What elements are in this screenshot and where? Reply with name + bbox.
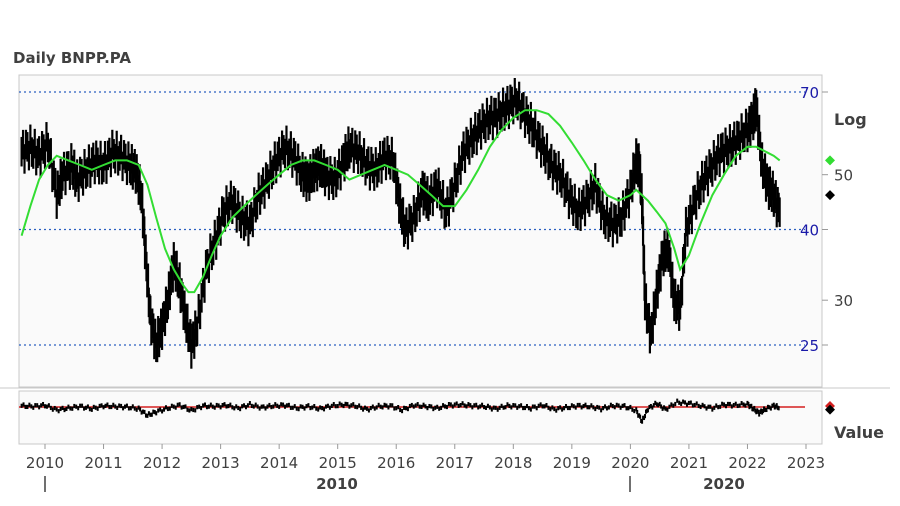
price-bars xyxy=(20,77,781,369)
x-tick-label-2018: 2018 xyxy=(494,454,532,472)
price-gridlines xyxy=(19,91,805,346)
y-tick-label-30: 30 xyxy=(834,292,853,310)
x-tick-label-2021: 2021 xyxy=(670,454,708,472)
x-axis-groups: 2010 2020 xyxy=(44,475,745,493)
group-label-2010: 2010 xyxy=(316,475,358,493)
y-tick-label-50: 50 xyxy=(834,167,853,185)
x-tick-label-2010: 2010 xyxy=(26,454,64,472)
moving-average-line xyxy=(20,109,781,294)
black-diamond-marker xyxy=(825,404,835,415)
x-tick-label-2022: 2022 xyxy=(728,454,766,472)
x-tick-label-2019: 2019 xyxy=(553,454,591,472)
price-panel xyxy=(18,74,823,388)
chart-title: Daily BNPP.PA xyxy=(13,49,132,67)
indicator-bars xyxy=(20,398,780,424)
x-tick-label-2013: 2013 xyxy=(202,454,240,472)
scale-label-log: Log xyxy=(834,110,867,129)
black-diamond-marker xyxy=(825,190,835,201)
group-label-2020: 2020 xyxy=(703,475,745,493)
x-tick-label-2011: 2011 xyxy=(84,454,122,472)
x-tick-label-2016: 2016 xyxy=(377,454,415,472)
indicator-panel xyxy=(18,390,823,445)
green-diamond-marker xyxy=(825,155,835,166)
price-markers xyxy=(825,155,835,201)
x-tick-label-2012: 2012 xyxy=(143,454,181,472)
y-tick-label-70: 70 xyxy=(800,84,819,102)
indicator-markers xyxy=(825,401,835,415)
scale-label-value: Value xyxy=(834,423,884,442)
x-tick-label-2023: 2023 xyxy=(787,454,825,472)
y-tick-label-25: 25 xyxy=(800,337,819,355)
x-tick-label-2020: 2020 xyxy=(611,454,649,472)
y-axis-ticks: 25 30 40 50 70 xyxy=(800,84,853,355)
x-tick-label-2017: 2017 xyxy=(436,454,474,472)
y-tick-label-40: 40 xyxy=(800,222,819,240)
x-tick-label-2015: 2015 xyxy=(319,454,357,472)
x-tick-label-2014: 2014 xyxy=(260,454,298,472)
x-axis-ticks: 2010 2011 2012 2013 2014 2015 2016 2017 2018 2019… xyxy=(26,444,825,472)
